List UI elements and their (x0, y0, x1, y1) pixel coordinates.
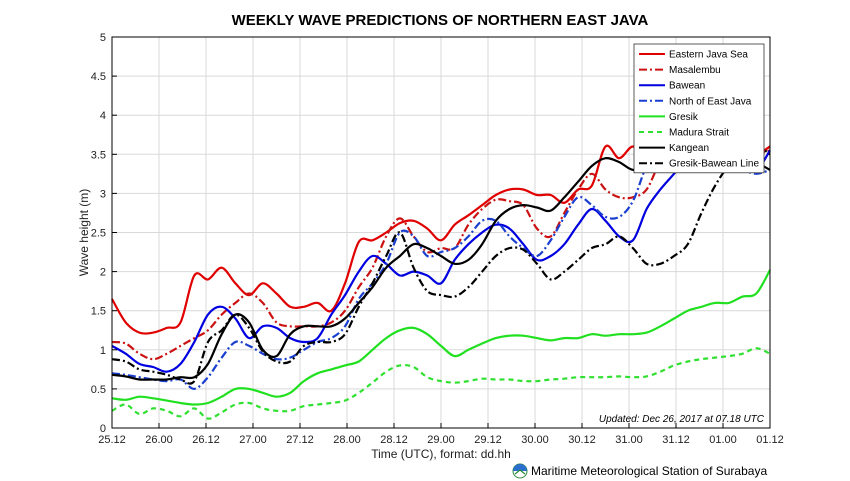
x-tick-label: 30.00 (521, 434, 549, 446)
x-tick-label: 27.12 (286, 434, 314, 446)
y-tick-label: 4.5 (91, 71, 106, 83)
y-tick-label: 3 (100, 188, 106, 200)
legend-label: Kangean (669, 143, 709, 154)
bmkg-logo-icon (512, 463, 528, 479)
legend-label: Madura Strait (669, 128, 729, 139)
x-tick-label: 26.12 (192, 434, 220, 446)
updated-note: Updated: Dec 26, 2017 at 07.18 UTC (599, 414, 765, 425)
y-tick-label: 0.5 (91, 384, 106, 396)
x-tick-label: 25.12 (98, 434, 126, 446)
series-line-madura-strait (111, 347, 771, 420)
legend-box (633, 43, 765, 174)
legend-label: Gresik (669, 112, 699, 123)
credit-text: Maritime Meteorological Station of Surab… (531, 464, 767, 478)
legend-label: North of East Java (669, 96, 752, 107)
legend-label: Masalembu (669, 65, 721, 76)
series-line-north-of-east-java (111, 148, 771, 390)
x-tick-label: 31.12 (662, 434, 690, 446)
x-tick-label: 31.00 (615, 434, 643, 446)
x-tick-label: 01.12 (756, 434, 784, 446)
axis-ticks: 0 0.5 1 1.5 2 2.5 3 3.5 4 4.5 5 25.12 26.00 26.12 27.0… (91, 32, 784, 446)
x-tick-label: 28.12 (380, 434, 408, 446)
y-tick-label: 3.5 (91, 149, 106, 161)
y-tick-label: 5 (100, 32, 106, 44)
series-line-bawean (111, 149, 771, 373)
y-tick-label: 2.5 (91, 228, 106, 240)
x-tick-label: 27.00 (239, 434, 267, 446)
y-axis-label: Wave height (m) (77, 189, 91, 277)
x-tick-label: 29.00 (427, 434, 455, 446)
x-axis-label: Time (UTC), format: dd.hh (371, 447, 511, 461)
legend-label: Gresik-Bawean Line (669, 159, 759, 170)
x-tick-label: 01.00 (709, 434, 737, 446)
y-tick-label: 4 (100, 110, 106, 122)
y-tick-label: 2 (100, 267, 106, 279)
x-tick-label: 30.12 (568, 434, 596, 446)
legend: Eastern Java Sea Masalembu Bawean North of … (633, 43, 765, 174)
chart-title: WEEKLY WAVE PREDICTIONS OF NORTHERN EAST… (232, 12, 649, 29)
series-line-gresik (111, 269, 771, 406)
x-tick-label: 26.00 (145, 434, 173, 446)
legend-label: Eastern Java Sea (669, 50, 748, 61)
legend-label: Bawean (669, 81, 705, 92)
y-tick-label: 0 (100, 423, 106, 435)
y-tick-label: 1 (100, 345, 106, 357)
x-tick-label: 28.00 (333, 434, 361, 446)
x-tick-label: 29.12 (474, 434, 502, 446)
series-line-gresik-bawean-line (111, 145, 771, 385)
credit: Maritime Meteorological Station of Surab… (512, 463, 767, 479)
y-tick-label: 1.5 (91, 306, 106, 318)
